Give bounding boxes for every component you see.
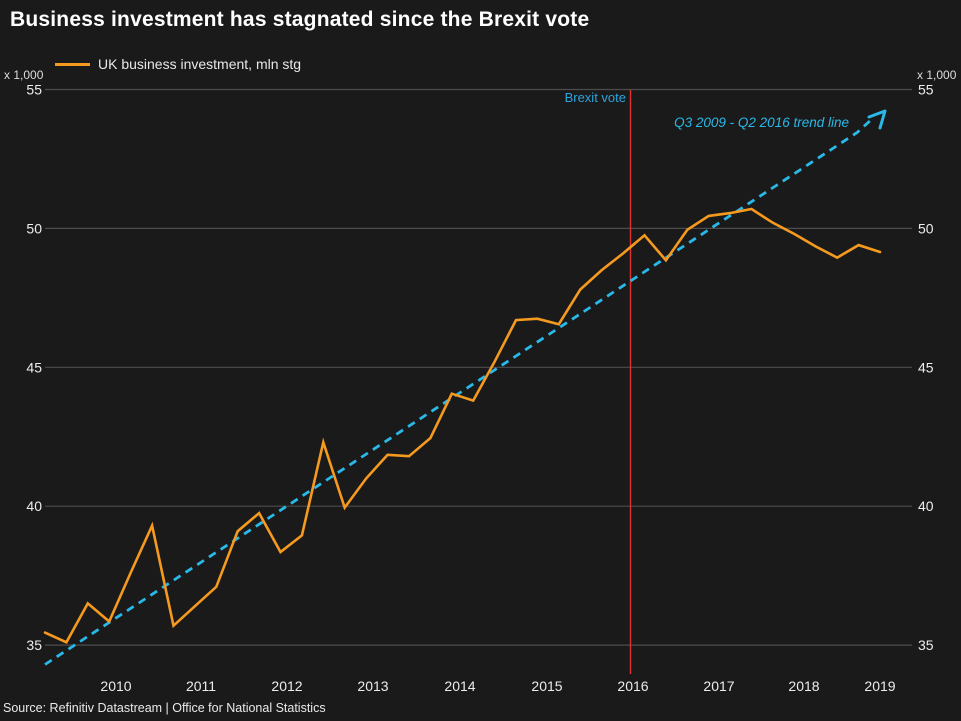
legend-line-swatch — [55, 62, 90, 66]
x-axis-tick-label: 2017 — [703, 678, 734, 694]
y-axis-tick-label-right: 50 — [918, 220, 934, 236]
investment-line — [43, 207, 882, 644]
y-axis-tick-label-right: 55 — [918, 82, 934, 98]
source-note: Source: Refinitiv Datastream | Office fo… — [3, 701, 326, 715]
x-axis-tick-label: 2013 — [357, 678, 388, 694]
legend: UK business investment, mln stg — [55, 56, 301, 72]
x-axis-tick-label: 2016 — [617, 678, 648, 694]
x-axis-tick-label: 2019 — [864, 678, 895, 694]
y-axis-tick-label-left: 50 — [26, 220, 42, 236]
y-axis-unit-left: x 1,000 — [4, 68, 44, 82]
y-axis-tick-label-right: 40 — [918, 498, 934, 514]
trend-line — [44, 117, 873, 666]
y-axis-unit-right: x 1,000 — [917, 68, 957, 82]
x-axis-tick-label: 2010 — [100, 678, 131, 694]
chart-title: Business investment has stagnated since … — [10, 8, 590, 31]
trend-line-label: Q3 2009 - Q2 2016 trend line — [674, 115, 849, 130]
y-axis-tick-label-left: 45 — [26, 359, 42, 375]
x-axis-tick-label: 2011 — [186, 678, 216, 694]
trend-arrowhead — [867, 109, 887, 130]
y-axis-tick-label-right: 35 — [918, 637, 934, 653]
brexit-vote-label: Brexit vote — [565, 90, 626, 105]
x-axis-tick-label: 2012 — [271, 678, 302, 694]
x-axis-tick-label: 2018 — [788, 678, 819, 694]
y-axis-tick-label-left: 40 — [26, 498, 42, 514]
y-axis-tick-label-left: 35 — [26, 637, 42, 653]
legend-label: UK business investment, mln stg — [98, 56, 302, 72]
x-axis-tick-label: 2014 — [444, 678, 475, 694]
y-axis-tick-label-left: 55 — [26, 82, 42, 98]
y-axis-tick-label-right: 45 — [918, 359, 934, 375]
x-axis-tick-label: 2015 — [531, 678, 562, 694]
